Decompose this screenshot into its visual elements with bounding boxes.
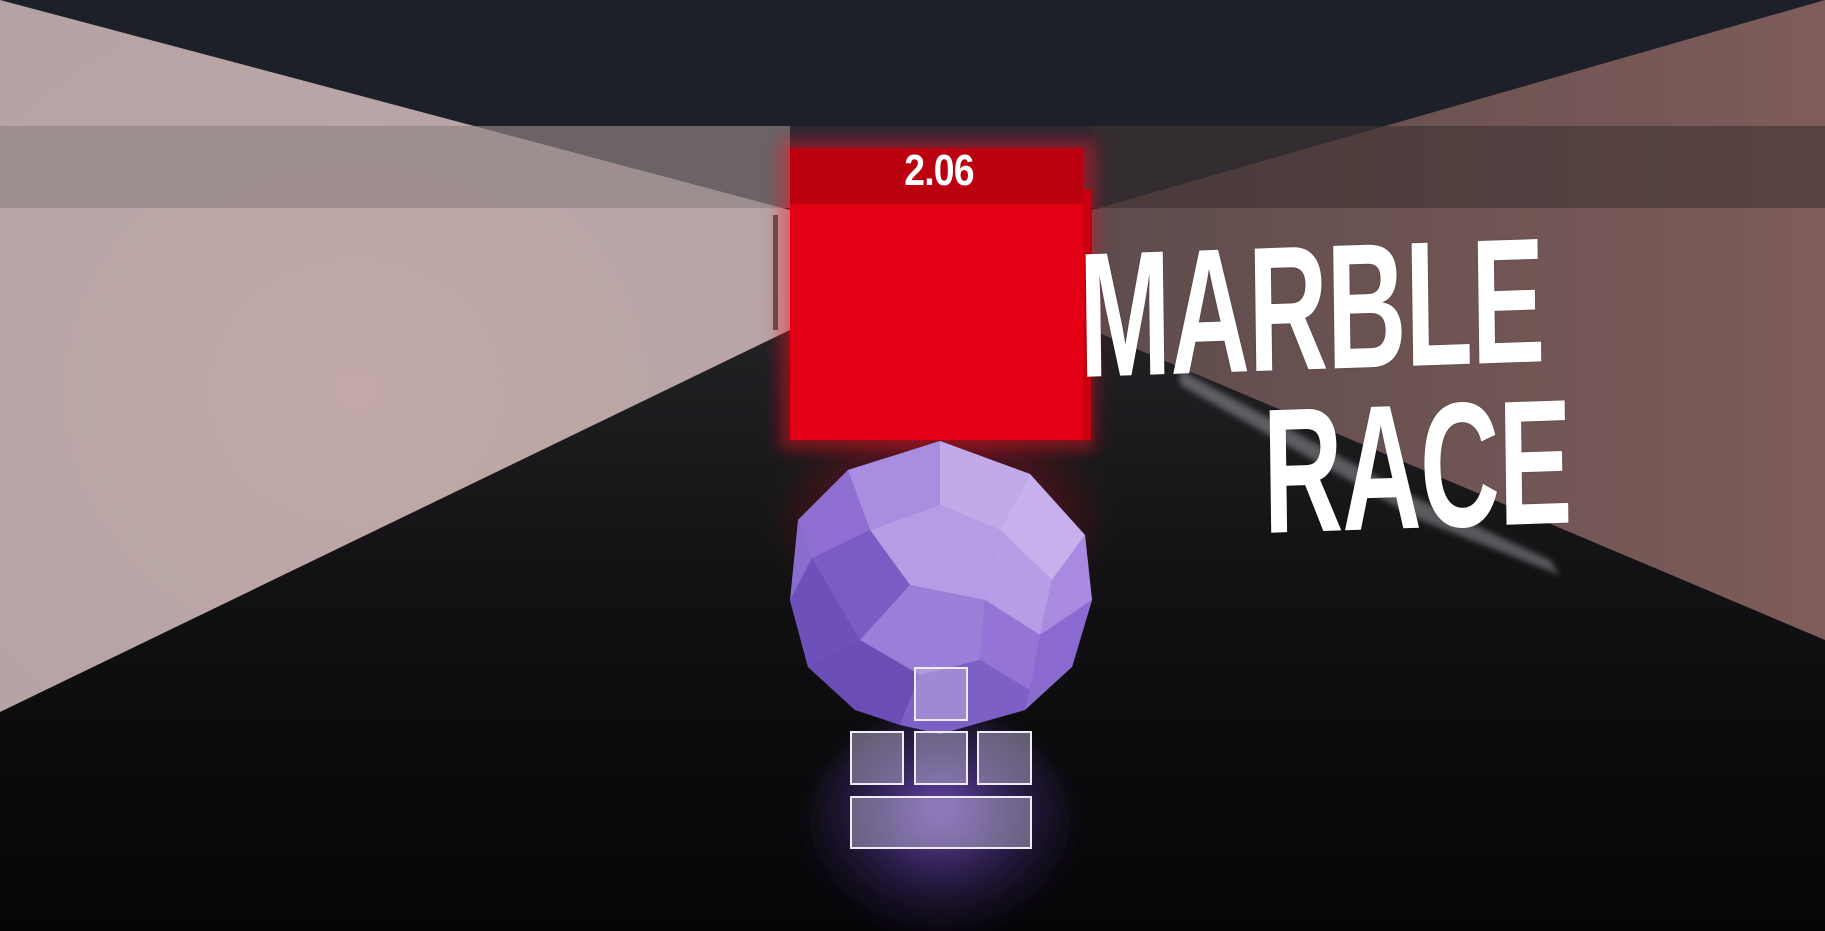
key-right-button[interactable] — [977, 731, 1032, 785]
right-shine — [1180, 370, 1560, 575]
marble-reflection — [805, 715, 1075, 931]
game-title-line-2: RACE — [1261, 361, 1573, 571]
key-left-button[interactable] — [850, 731, 904, 785]
right-wall-band — [1092, 126, 1825, 208]
key-up-button[interactable] — [914, 667, 968, 721]
key-down-button[interactable] — [914, 731, 968, 785]
obstacle-side — [1083, 190, 1091, 440]
key-space-button[interactable] — [850, 796, 1032, 849]
race-timer: 2.06 — [904, 146, 974, 195]
left-wall-band — [0, 126, 790, 208]
left-wall-pole — [773, 215, 778, 330]
marble — [790, 441, 1092, 734]
obstacle-top-band — [790, 148, 1083, 204]
